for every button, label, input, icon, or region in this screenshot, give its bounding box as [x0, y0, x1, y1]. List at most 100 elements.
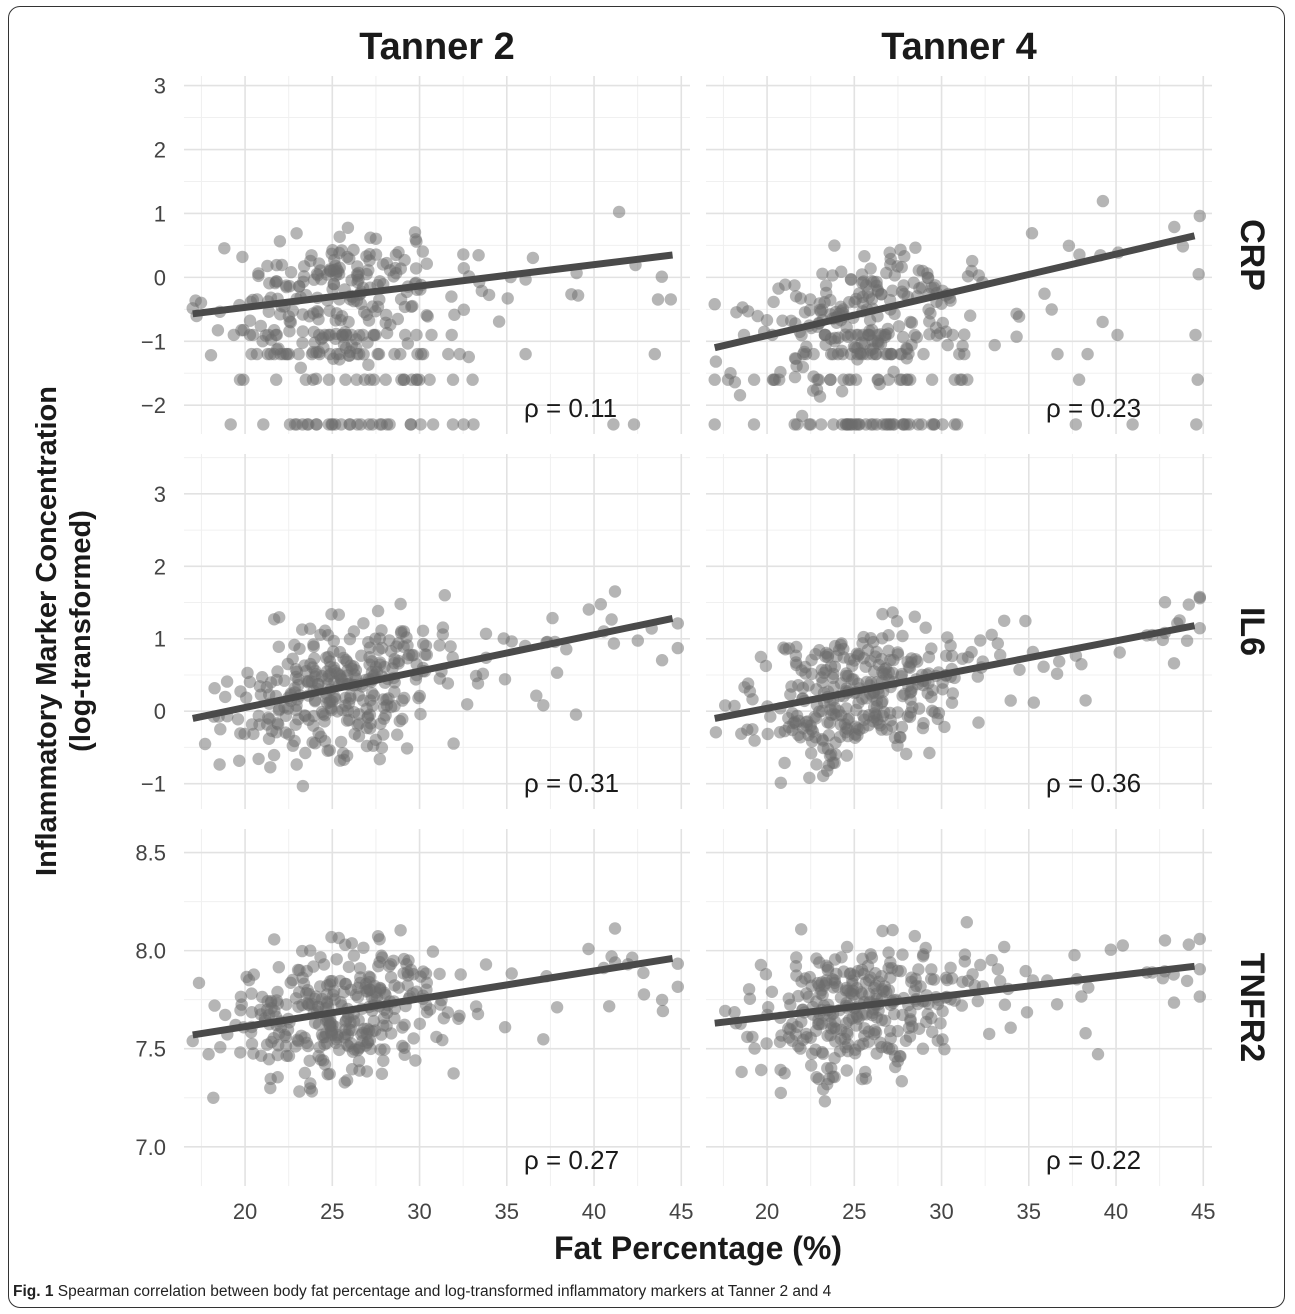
data-point: [782, 1022, 795, 1035]
data-point: [998, 614, 1011, 627]
data-point: [305, 1085, 319, 1098]
data-point: [441, 1006, 455, 1019]
data-point: [1190, 418, 1203, 431]
y-tick-label: 7.0: [135, 1135, 166, 1160]
data-point: [377, 1019, 390, 1032]
data-point: [896, 948, 909, 961]
data-point: [247, 727, 260, 741]
data-point: [330, 307, 343, 320]
data-point: [392, 657, 405, 670]
data-point: [1050, 998, 1064, 1011]
data-point: [818, 1095, 832, 1108]
data-point: [779, 278, 792, 291]
data-point: [358, 305, 371, 319]
data-point: [380, 308, 393, 322]
data-point: [903, 1030, 917, 1043]
data-point: [263, 1008, 276, 1022]
data-point: [340, 714, 354, 727]
data-point: [410, 373, 423, 386]
data-point: [655, 270, 668, 283]
data-point: [322, 650, 335, 663]
data-point: [709, 355, 723, 368]
data-point: [859, 1072, 873, 1085]
data-point: [795, 923, 808, 936]
data-point: [369, 328, 382, 342]
data-point: [840, 940, 854, 954]
data-point: [325, 1027, 338, 1040]
data-point: [308, 1016, 322, 1029]
data-point: [269, 276, 282, 290]
data-point: [912, 963, 925, 976]
data-point: [709, 726, 723, 739]
data-point: [466, 373, 479, 386]
data-point: [375, 1067, 389, 1081]
data-point: [728, 699, 741, 713]
data-point: [805, 653, 818, 667]
data-point: [816, 267, 829, 280]
data-point: [844, 273, 858, 286]
data-point: [436, 628, 449, 641]
data-point: [1191, 373, 1204, 386]
data-point: [260, 1038, 274, 1051]
data-point: [374, 1043, 387, 1056]
data-point: [396, 712, 409, 726]
data-point: [219, 690, 232, 704]
data-point: [655, 654, 669, 667]
data-point: [322, 669, 335, 683]
data-point: [893, 373, 907, 386]
data-point: [560, 643, 573, 656]
data-point: [345, 1063, 359, 1076]
data-point: [1091, 1048, 1105, 1061]
data-point: [671, 980, 684, 993]
data-point: [998, 940, 1011, 954]
data-point: [823, 716, 837, 730]
data-point: [208, 999, 221, 1012]
data-point: [965, 645, 978, 659]
y-tick-label: 1: [154, 627, 166, 652]
data-point: [289, 718, 302, 731]
data-point: [765, 985, 779, 998]
data-point: [270, 373, 283, 386]
data-point: [325, 418, 338, 431]
data-point: [805, 747, 818, 760]
data-point: [907, 276, 920, 289]
data-point: [444, 640, 457, 653]
data-point: [314, 951, 327, 964]
data-point: [664, 293, 677, 306]
data-point: [708, 373, 721, 386]
y-axis-title-line: Inflammatory Marker Concentration: [31, 386, 63, 876]
row-title-il6: IL6: [1233, 607, 1271, 656]
data-point: [407, 1032, 420, 1045]
data-point: [1193, 622, 1207, 635]
data-point: [859, 976, 872, 989]
data-point: [281, 657, 294, 671]
data-point: [371, 604, 385, 618]
data-point: [290, 227, 303, 240]
data-point: [537, 699, 550, 712]
x-tick-label: 20: [755, 1199, 779, 1224]
data-point: [735, 727, 748, 740]
data-point: [360, 1027, 373, 1041]
data-point: [651, 293, 665, 306]
data-point: [1096, 194, 1110, 208]
data-point: [1038, 287, 1051, 300]
data-point: [1013, 663, 1026, 676]
data-point: [304, 622, 317, 635]
data-point: [988, 338, 1001, 352]
data-point: [840, 981, 853, 995]
data-point: [928, 706, 941, 719]
data-point: [377, 1054, 390, 1068]
data-point: [784, 998, 797, 1012]
data-point: [318, 624, 332, 637]
data-point: [776, 314, 789, 327]
data-point: [318, 1038, 331, 1051]
data-point: [819, 650, 832, 663]
data-point: [1193, 590, 1207, 604]
y-tick-label: 0: [154, 265, 166, 290]
data-point: [236, 250, 249, 264]
data-point: [886, 720, 899, 733]
data-point: [388, 1012, 401, 1025]
data-point: [433, 639, 446, 652]
data-point: [985, 628, 998, 641]
data-point: [974, 958, 987, 972]
